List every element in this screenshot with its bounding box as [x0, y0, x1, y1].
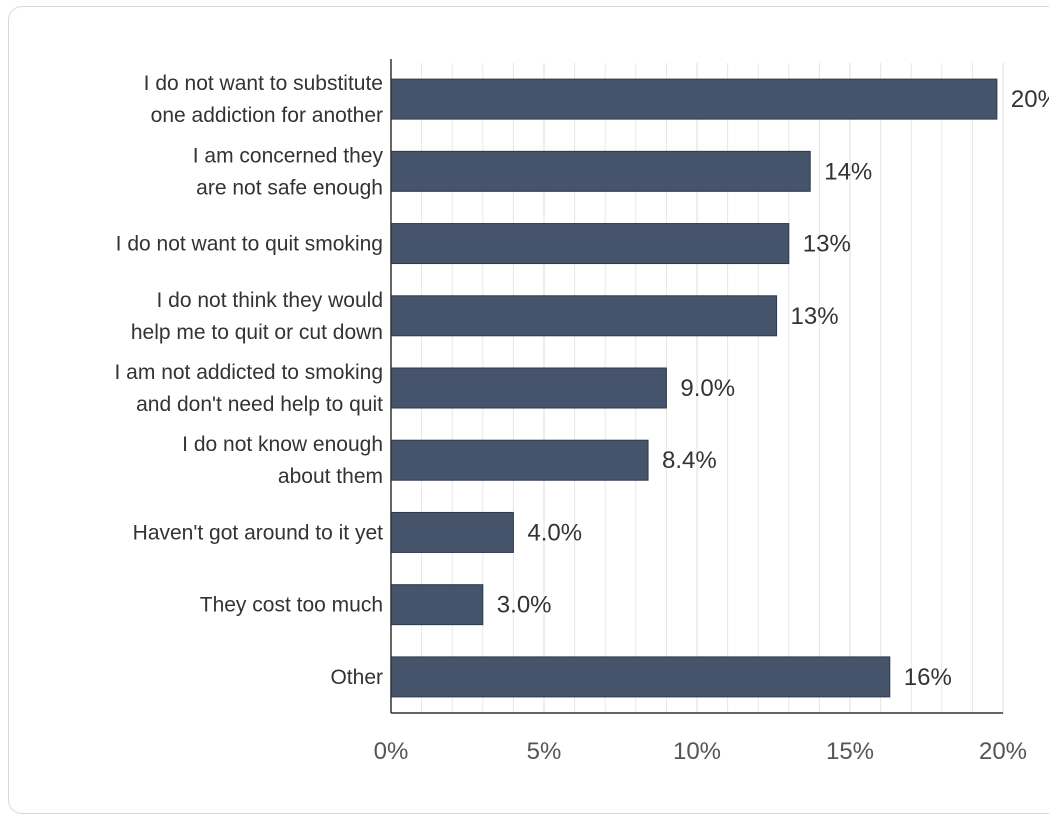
x-tick-label: 0%	[374, 738, 409, 765]
category-labels: I do not want to substitute one addiction…	[115, 72, 384, 689]
value-label: 3.0%	[497, 592, 552, 619]
category-label: I am concerned they are not safe enough	[193, 144, 384, 199]
bar	[390, 656, 891, 698]
value-label: 20%	[1011, 86, 1049, 113]
category-label-line: I do not want to substitute	[144, 72, 383, 95]
bar	[390, 584, 484, 626]
category-label-line: Haven't got around to it yet	[133, 521, 383, 544]
value-labels: 20% 14% 13% 13% 9.0% 8.4% 4.0% 3.0% 16%	[497, 86, 1049, 691]
category-label-line: I am not addicted to smoking	[115, 361, 383, 384]
value-label: 13%	[791, 303, 839, 330]
category-label-line: one addiction for another	[151, 104, 383, 127]
category-label-line: Other	[330, 666, 383, 689]
category-label: I am not addicted to smoking and don't ne…	[115, 361, 384, 416]
category-label: I do not want to substitute one addiction…	[144, 72, 383, 127]
category-label-line: I am concerned they	[193, 144, 384, 167]
category-label: Other	[330, 666, 383, 689]
value-label: 9.0%	[680, 375, 735, 402]
value-label: 16%	[904, 664, 952, 691]
x-axis-ticks: 0% 5% 10% 15% 20%	[374, 738, 1027, 765]
bars	[390, 78, 998, 698]
category-label: I do not think they would help me to quit…	[131, 289, 383, 344]
category-label-line: about them	[278, 465, 383, 488]
category-label-line: help me to quit or cut down	[131, 321, 383, 344]
value-label: 4.0%	[527, 519, 582, 546]
axes	[390, 59, 1003, 714]
category-label-line: I do not think they would	[157, 289, 383, 312]
x-tick-label: 15%	[826, 738, 874, 765]
category-label-line: I do not want to quit smoking	[116, 233, 383, 256]
bar	[390, 295, 778, 337]
bar	[390, 150, 811, 192]
value-label: 13%	[803, 231, 851, 258]
category-label: They cost too much	[200, 594, 383, 617]
value-label: 8.4%	[662, 447, 717, 474]
category-label: I do not know enough about them	[182, 433, 383, 488]
bar	[390, 223, 790, 265]
bar	[390, 439, 649, 481]
bar	[390, 367, 667, 409]
x-tick-label: 5%	[527, 738, 562, 765]
category-label-line: I do not know enough	[182, 433, 383, 456]
bar	[390, 78, 998, 120]
category-label: I do not want to quit smoking	[116, 233, 383, 256]
bar	[390, 511, 514, 553]
x-tick-label: 20%	[979, 738, 1027, 765]
category-label: Haven't got around to it yet	[133, 521, 383, 544]
x-tick-label: 10%	[673, 738, 721, 765]
category-label-line: They cost too much	[200, 594, 383, 617]
category-label-line: and don't need help to quit	[136, 393, 383, 416]
value-label: 14%	[824, 158, 872, 185]
category-label-line: are not safe enough	[196, 176, 383, 199]
